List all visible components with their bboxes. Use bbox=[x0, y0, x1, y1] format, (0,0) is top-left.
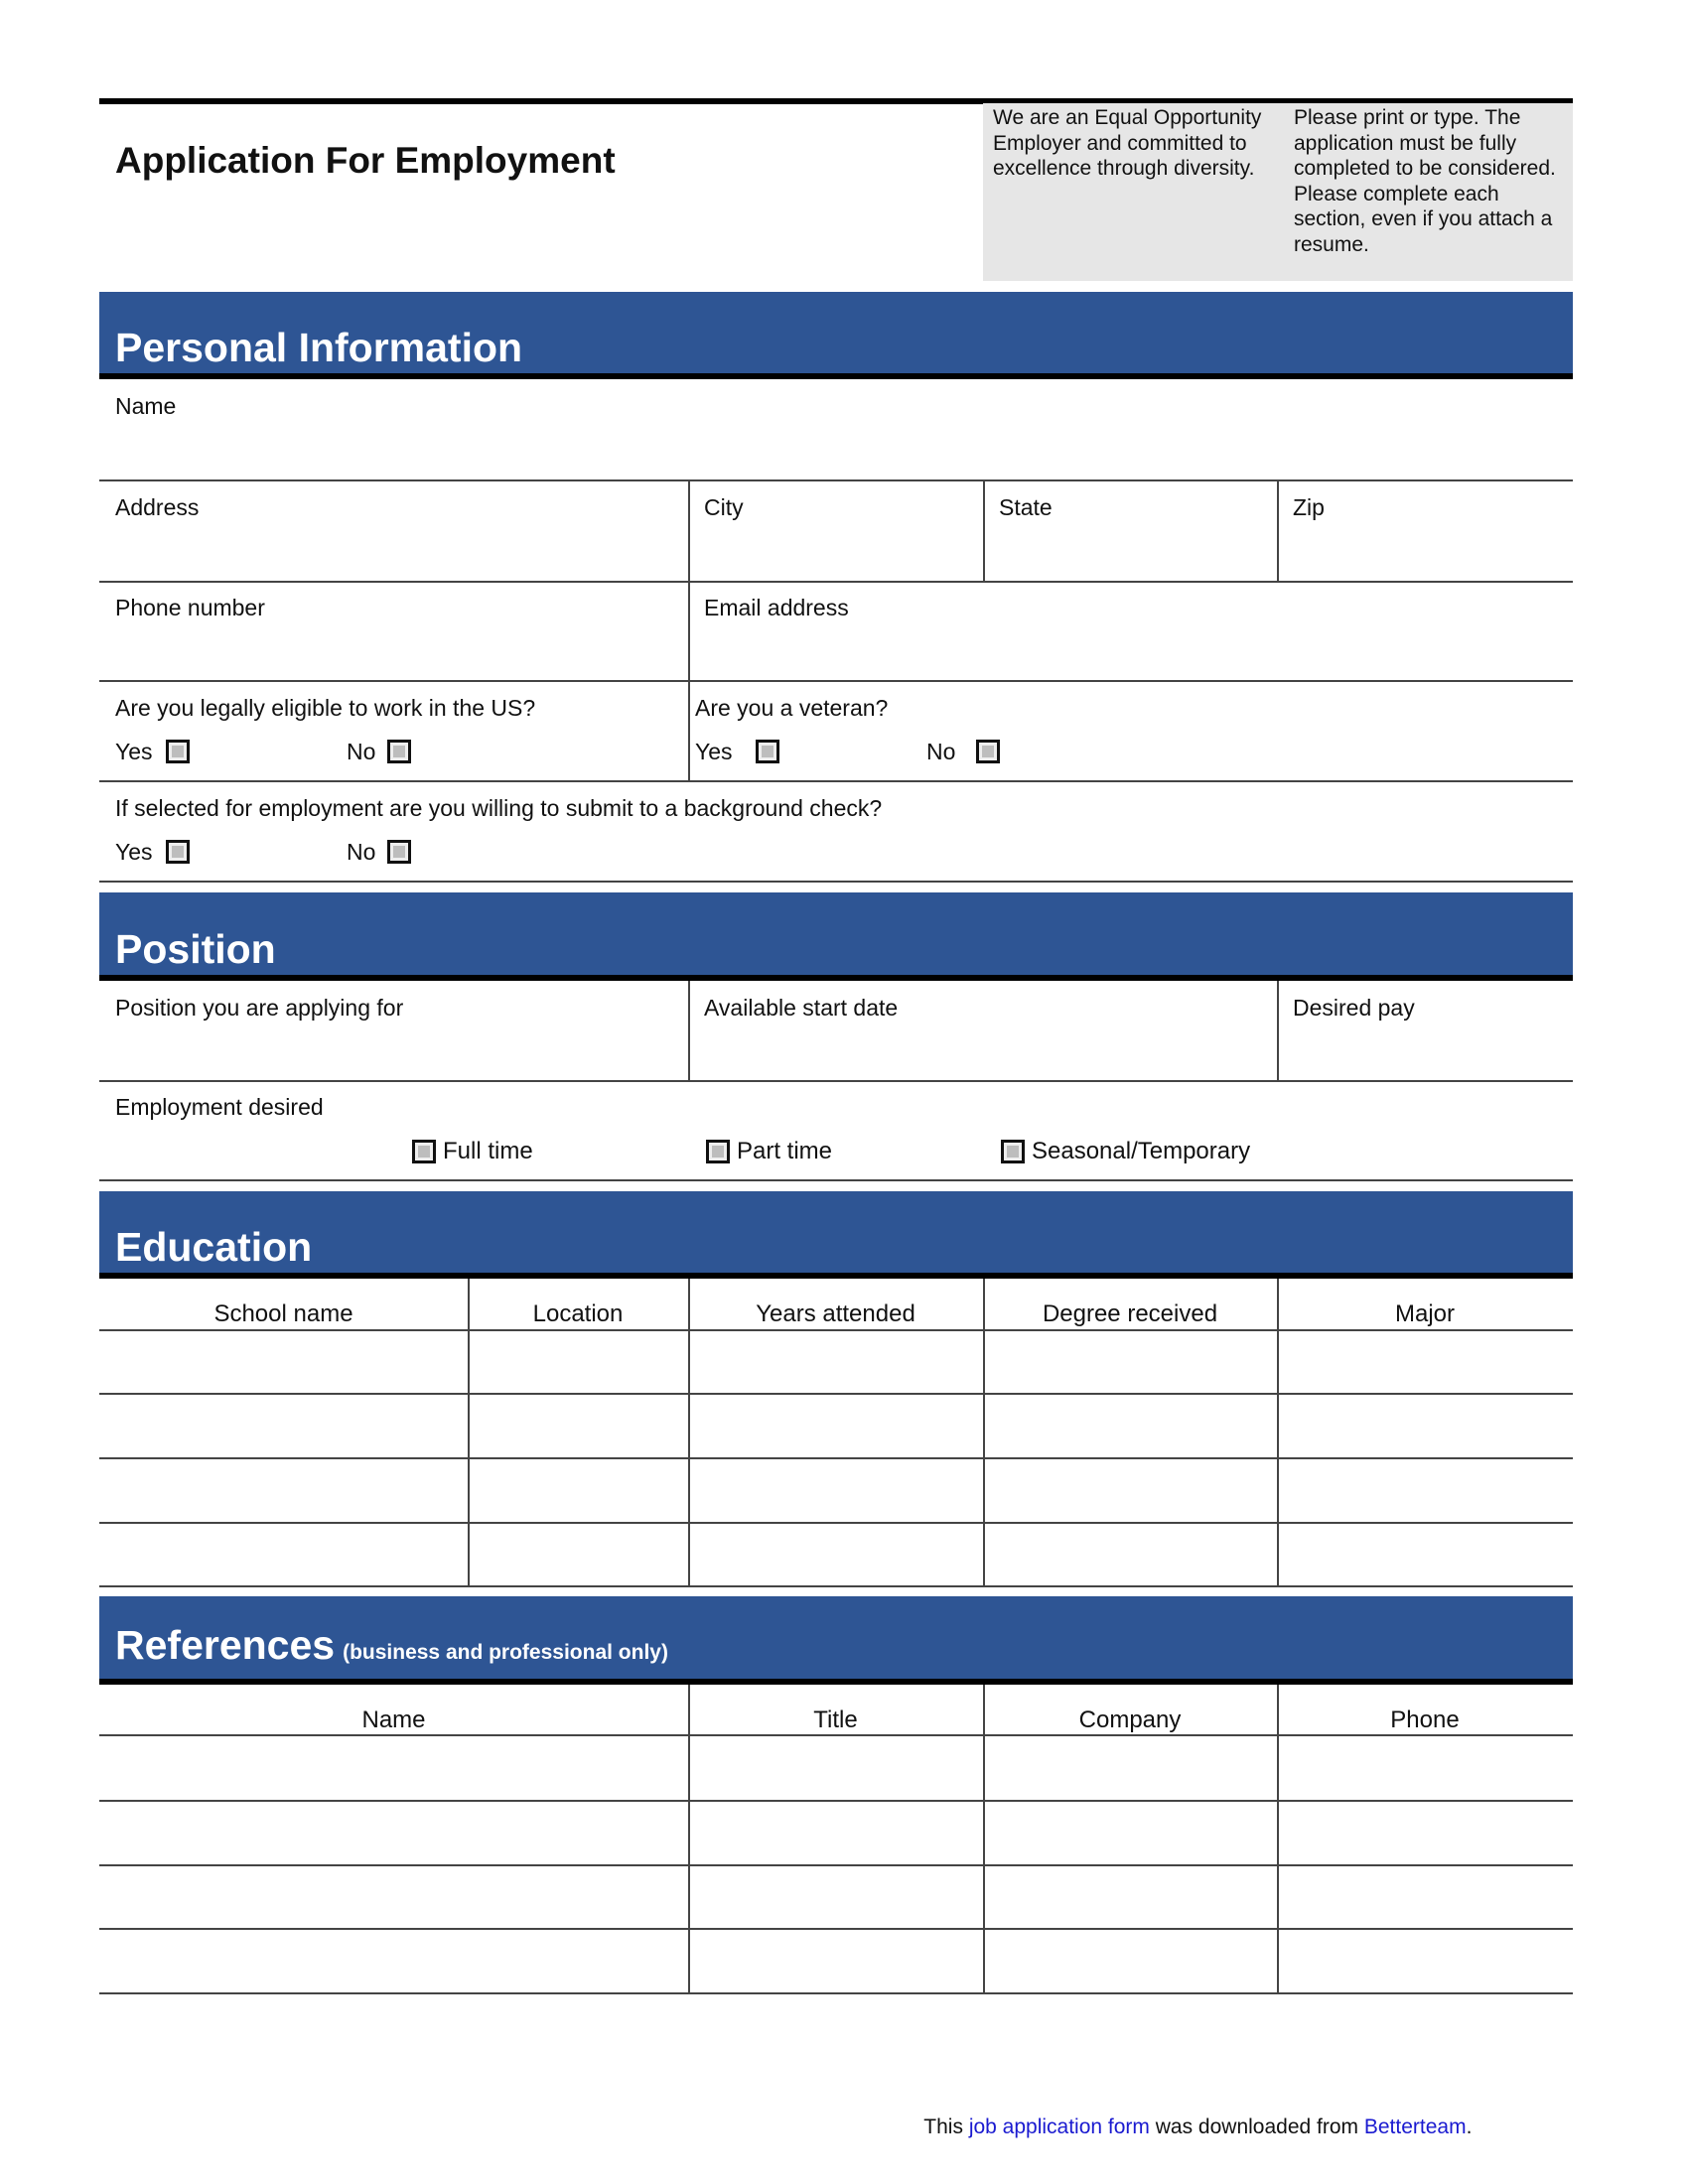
full-time-label: Full time bbox=[443, 1138, 533, 1164]
eligibility-question: Are you legally eligible to work in the … bbox=[115, 695, 536, 721]
background-no-checkbox[interactable] bbox=[387, 840, 411, 864]
eligible-yes-label: Yes bbox=[115, 739, 153, 764]
instructions: Please print or type. The application mu… bbox=[1294, 106, 1556, 256]
email-field[interactable]: Email address bbox=[704, 595, 849, 620]
phone-field[interactable]: Phone number bbox=[115, 595, 265, 620]
footer-middle: was downloaded from bbox=[1149, 2116, 1364, 2138]
employment-desired-label: Employment desired bbox=[115, 1094, 324, 1120]
divider bbox=[983, 479, 985, 581]
section-title: Education bbox=[115, 1224, 313, 1270]
full-time-checkbox[interactable] bbox=[412, 1140, 436, 1163]
divider bbox=[688, 1685, 690, 1993]
table-row[interactable] bbox=[99, 1522, 1573, 1524]
background-yes-checkbox[interactable] bbox=[166, 840, 190, 864]
divider bbox=[983, 1279, 985, 1586]
divider bbox=[1277, 1279, 1279, 1586]
desired-pay-field[interactable]: Desired pay bbox=[1293, 995, 1415, 1021]
references-heading: References bbox=[115, 1622, 336, 1668]
name-field[interactable]: Name bbox=[115, 393, 177, 419]
betterteam-link[interactable]: Betterteam bbox=[1363, 2116, 1467, 2138]
eligible-no-label: No bbox=[347, 739, 376, 764]
eligible-no-checkbox[interactable] bbox=[387, 740, 411, 763]
references-header-phone: Phone bbox=[1390, 1706, 1460, 1733]
seasonal-label: Seasonal/Temporary bbox=[1032, 1138, 1251, 1164]
table-row[interactable] bbox=[99, 1992, 1573, 1994]
background-no-label: No bbox=[347, 839, 376, 865]
divider bbox=[99, 581, 1573, 583]
background-yes-label: Yes bbox=[115, 839, 153, 865]
veteran-yes-label: Yes bbox=[695, 739, 733, 764]
veteran-no-label: No bbox=[926, 739, 956, 764]
state-field[interactable]: State bbox=[999, 494, 1053, 520]
notice-box bbox=[983, 103, 1573, 281]
section-title: Personal Information bbox=[115, 325, 523, 370]
education-header-location: Location bbox=[532, 1300, 624, 1327]
divider bbox=[468, 1279, 470, 1586]
veteran-no-checkbox[interactable] bbox=[976, 740, 1000, 763]
table-row[interactable] bbox=[99, 1457, 1573, 1459]
footer: This job application form was downloaded… bbox=[913, 2089, 1472, 2140]
references-header-title: Title bbox=[813, 1706, 858, 1733]
address-field[interactable]: Address bbox=[115, 494, 200, 520]
table-row[interactable] bbox=[99, 1393, 1573, 1395]
divider bbox=[1277, 1685, 1279, 1993]
education-header-school: School name bbox=[213, 1300, 353, 1327]
table-row[interactable] bbox=[99, 1928, 1573, 1930]
divider bbox=[1277, 981, 1279, 1080]
start-date-field[interactable]: Available start date bbox=[704, 995, 899, 1021]
zip-field[interactable]: Zip bbox=[1293, 494, 1325, 520]
veteran-yes-checkbox[interactable] bbox=[756, 740, 779, 763]
section-position: Position bbox=[99, 892, 1573, 981]
divider bbox=[983, 1685, 985, 1993]
divider bbox=[99, 680, 1573, 682]
references-subheading: (business and professional only) bbox=[343, 1641, 668, 1664]
city-field[interactable]: City bbox=[704, 494, 744, 520]
section-education: Education bbox=[99, 1191, 1573, 1279]
education-header-years: Years attended bbox=[756, 1300, 915, 1327]
table-row[interactable] bbox=[99, 1734, 1573, 1736]
divider bbox=[688, 1279, 690, 1586]
section-personal-information: Personal Information bbox=[99, 292, 1573, 379]
section-title: Position bbox=[115, 926, 276, 972]
education-header-degree: Degree received bbox=[1042, 1300, 1218, 1327]
divider bbox=[99, 780, 1573, 782]
table-row[interactable] bbox=[99, 1864, 1573, 1866]
divider bbox=[99, 881, 1573, 883]
divider bbox=[688, 981, 690, 1080]
part-time-label: Part time bbox=[737, 1138, 833, 1164]
job-application-form-link[interactable]: job application form bbox=[968, 2116, 1150, 2138]
divider bbox=[99, 1080, 1573, 1082]
veteran-question: Are you a veteran? bbox=[695, 695, 889, 721]
background-check-question: If selected for employment are you willi… bbox=[115, 795, 883, 821]
section-references: References (business and professional onl… bbox=[99, 1596, 1573, 1685]
divider bbox=[99, 479, 1573, 481]
top-rule bbox=[99, 98, 1573, 104]
references-header-name: Name bbox=[361, 1706, 426, 1733]
section-title: References (business and professional onl… bbox=[115, 1621, 668, 1677]
footer-prefix: This bbox=[923, 2116, 969, 2138]
seasonal-checkbox[interactable] bbox=[1001, 1140, 1025, 1163]
eeo-statement: We are an Equal Opportunity Employer and… bbox=[993, 106, 1262, 180]
education-header-major: Major bbox=[1394, 1300, 1455, 1327]
divider bbox=[688, 479, 690, 581]
page-title: Application For Employment bbox=[115, 140, 616, 181]
divider bbox=[1277, 479, 1279, 581]
eligible-yes-checkbox[interactable] bbox=[166, 740, 190, 763]
footer-suffix: . bbox=[1466, 2116, 1473, 2138]
table-row[interactable] bbox=[99, 1329, 1573, 1331]
table-row[interactable] bbox=[99, 1800, 1573, 1802]
part-time-checkbox[interactable] bbox=[706, 1140, 730, 1163]
divider bbox=[99, 1179, 1573, 1181]
references-header-company: Company bbox=[1078, 1706, 1182, 1733]
position-field[interactable]: Position you are applying for bbox=[115, 995, 404, 1021]
table-row[interactable] bbox=[99, 1585, 1573, 1587]
